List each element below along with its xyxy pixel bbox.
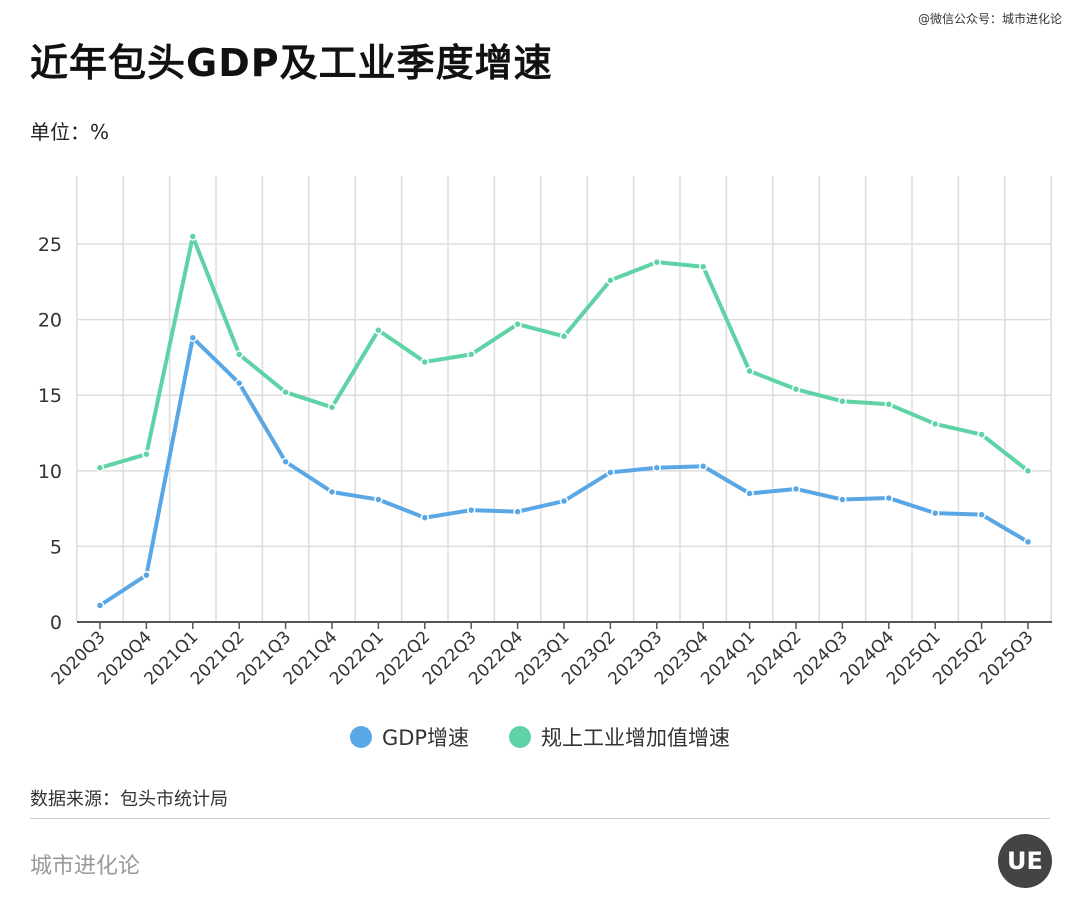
series-line-0 xyxy=(98,335,1030,608)
data-point-1 xyxy=(234,350,244,359)
data-point-1 xyxy=(930,419,940,429)
data-source: 数据来源：包头市统计局 xyxy=(30,789,228,810)
data-point-1 xyxy=(188,232,198,241)
brand-logo: UE xyxy=(998,834,1052,888)
data-point-1 xyxy=(698,262,708,271)
data-point-1 xyxy=(281,387,290,397)
data-point-0 xyxy=(559,496,569,506)
data-point-0 xyxy=(142,570,151,580)
data-point-0 xyxy=(606,468,615,477)
data-point-0 xyxy=(327,487,337,497)
unit-label: 单位：% xyxy=(30,120,110,144)
data-point-0 xyxy=(652,463,662,473)
y-tick-label: 5 xyxy=(50,536,62,558)
data-point-0 xyxy=(977,510,986,519)
data-point-0 xyxy=(234,378,244,388)
legend-swatch-gdp xyxy=(349,726,372,748)
y-tick-label: 20 xyxy=(38,310,62,332)
legend-item-gdp[interactable]: GDP增速 xyxy=(349,722,470,752)
wechat-credit: @微信公众号：城市进化论 xyxy=(917,12,1062,26)
data-point-0 xyxy=(513,507,522,516)
data-point-0 xyxy=(1023,537,1033,547)
data-point-1 xyxy=(95,463,105,473)
data-point-1 xyxy=(884,400,894,409)
y-tick-label: 10 xyxy=(38,461,62,483)
data-point-0 xyxy=(420,513,430,522)
y-tick-label: 25 xyxy=(38,234,62,256)
legend-item-industry[interactable]: 规上工业增加值增速 xyxy=(509,722,730,752)
data-point-1 xyxy=(652,257,662,267)
line-chart: 05101520252020Q32020Q42021Q12021Q22021Q3… xyxy=(38,176,1052,689)
data-point-1 xyxy=(606,276,615,285)
data-point-0 xyxy=(930,508,940,518)
data-point-0 xyxy=(884,493,894,503)
data-point-0 xyxy=(466,505,476,515)
legend-swatch-industry xyxy=(509,726,532,748)
legend: GDP增速 规上工业增加值增速 xyxy=(0,722,1080,752)
divider xyxy=(30,818,1050,819)
data-point-1 xyxy=(559,332,569,341)
data-point-0 xyxy=(188,333,198,343)
brand-name: 城市进化论 xyxy=(30,854,141,879)
data-point-0 xyxy=(698,462,708,471)
data-point-1 xyxy=(420,357,430,367)
y-tick-label: 15 xyxy=(38,385,62,407)
data-point-0 xyxy=(95,601,105,610)
data-point-1 xyxy=(142,449,151,459)
data-point-1 xyxy=(513,319,522,329)
data-point-1 xyxy=(977,430,986,439)
data-point-0 xyxy=(838,495,847,504)
data-point-1 xyxy=(327,403,337,412)
data-point-0 xyxy=(745,489,754,498)
data-point-0 xyxy=(281,457,290,466)
y-tick-label: 0 xyxy=(50,612,62,634)
data-point-0 xyxy=(791,484,801,494)
data-point-1 xyxy=(374,325,383,335)
data-point-1 xyxy=(466,350,476,359)
legend-label-industry: 规上工业增加值增速 xyxy=(541,726,731,750)
data-point-1 xyxy=(1023,466,1033,476)
data-point-1 xyxy=(838,397,847,406)
legend-label-gdp: GDP增速 xyxy=(381,726,470,750)
data-point-1 xyxy=(745,366,754,376)
data-point-0 xyxy=(374,495,383,504)
chart-title: 近年包头GDP及工业季度增速 xyxy=(30,41,553,85)
data-point-1 xyxy=(791,384,801,394)
